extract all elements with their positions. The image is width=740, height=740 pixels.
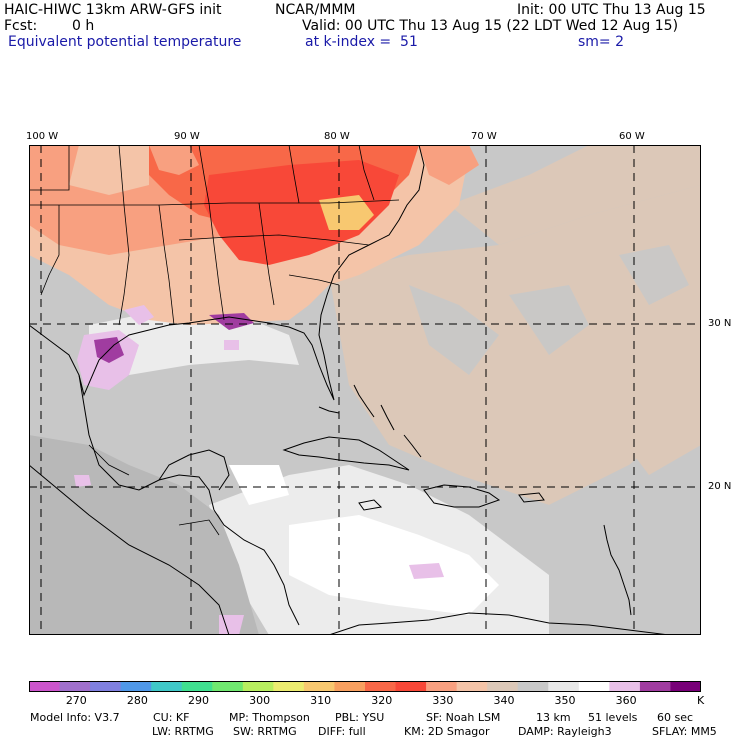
coastlines xyxy=(29,145,670,635)
atlantic-tan-field xyxy=(329,145,701,505)
colorbar-swatch xyxy=(517,681,549,692)
footer-diff: DIFF: full xyxy=(318,725,366,738)
caribbean-pure-white xyxy=(229,465,499,615)
valid-time: Valid: 00 UTC Thu 13 Aug 15 (22 LDT Wed … xyxy=(302,18,679,34)
colorbar-tick-label: 320 xyxy=(371,694,393,707)
map-frame xyxy=(29,145,701,635)
init-time: Init: 00 UTC Thu 13 Aug 15 xyxy=(517,2,706,18)
colorbar-swatch xyxy=(212,681,244,692)
colorbar-swatch xyxy=(578,681,610,692)
colorbar-swatch xyxy=(395,681,427,692)
forecast-label: Fcst: xyxy=(4,18,38,34)
footer-sflay: SFLAY: MM5 xyxy=(652,725,717,738)
colorbar-tick-label: 290 xyxy=(188,694,209,707)
footer-lw: LW: RRTMG xyxy=(152,725,214,738)
lat-lon-gridlines xyxy=(29,145,701,635)
colorbar-swatch xyxy=(151,681,183,692)
footer-resolution: 13 km xyxy=(536,711,571,724)
colorbar-swatch xyxy=(181,681,213,692)
colorbar-swatch xyxy=(639,681,671,692)
colorbar-swatch xyxy=(29,681,61,692)
lon-label: 60 W xyxy=(619,131,645,142)
colorbar-swatch xyxy=(609,681,641,692)
smoothing-label: sm= 2 xyxy=(578,34,625,50)
footer-levels: 51 levels xyxy=(588,711,638,724)
colorbar-tick-label: 280 xyxy=(126,694,148,707)
footer-mp: MP: Thompson xyxy=(229,711,310,724)
footer-sw: SW: RRTMG xyxy=(233,725,297,738)
colorbar-swatch xyxy=(487,681,519,692)
model-title: HAIC-HIWC 13km ARW-GFS init xyxy=(4,2,222,18)
colorbar-swatch xyxy=(242,681,274,692)
colorbar-tick-label: 270 xyxy=(65,694,87,707)
field-name: Equivalent potential temperature xyxy=(8,34,242,50)
colorbar-swatch xyxy=(334,681,366,692)
us-warm-field xyxy=(29,145,479,325)
colorbar-swatch xyxy=(365,681,397,692)
footer-damp: DAMP: Rayleigh3 xyxy=(518,725,612,738)
colorbar-swatch xyxy=(273,681,305,692)
lon-label: 80 W xyxy=(324,131,350,142)
colorbar-tick-label: 360 xyxy=(615,694,637,707)
forecast-hour: 0 h xyxy=(72,18,95,34)
colorbar-swatch xyxy=(456,681,488,692)
colorbar-frame xyxy=(29,681,701,692)
theta-e-map xyxy=(29,145,701,635)
institution-label: NCAR/MMM xyxy=(275,2,356,18)
state-borders xyxy=(29,145,400,536)
lon-label: 70 W xyxy=(471,131,497,142)
colorbar-swatch xyxy=(303,681,335,692)
colorbar-tick-label: 300 xyxy=(249,694,271,707)
colorbar-swatch xyxy=(120,681,152,692)
footer-timestep: 60 sec xyxy=(657,711,694,724)
footer-model-info: Model Info: V3.7 xyxy=(30,711,120,724)
colorbar xyxy=(29,681,701,692)
lat-label: 30 N xyxy=(708,318,732,329)
colorbar-swatch xyxy=(670,681,701,692)
footer-km: KM: 2D Smagor xyxy=(404,725,490,738)
colorbar-swatch xyxy=(548,681,580,692)
level-label: at k-index = 51 xyxy=(305,34,418,50)
colorbar-swatch xyxy=(90,681,122,692)
colorbar-tick-label: 310 xyxy=(310,694,332,707)
colorbar-tick-label: 330 xyxy=(432,694,454,707)
footer-cu: CU: KF xyxy=(153,711,190,724)
colorbar-unit: K xyxy=(697,694,705,707)
footer-pbl: PBL: YSU xyxy=(335,711,385,724)
lon-label: 90 W xyxy=(174,131,200,142)
lon-label: 100 W xyxy=(26,131,59,142)
colorbar-tick-label: 350 xyxy=(554,694,576,707)
lat-label: 20 N xyxy=(708,481,732,492)
colorbar-swatch xyxy=(426,681,458,692)
colorbar-tick-label: 340 xyxy=(493,694,515,707)
colorbar-swatch xyxy=(59,681,91,692)
footer-sf: SF: Noah LSM xyxy=(426,711,501,724)
